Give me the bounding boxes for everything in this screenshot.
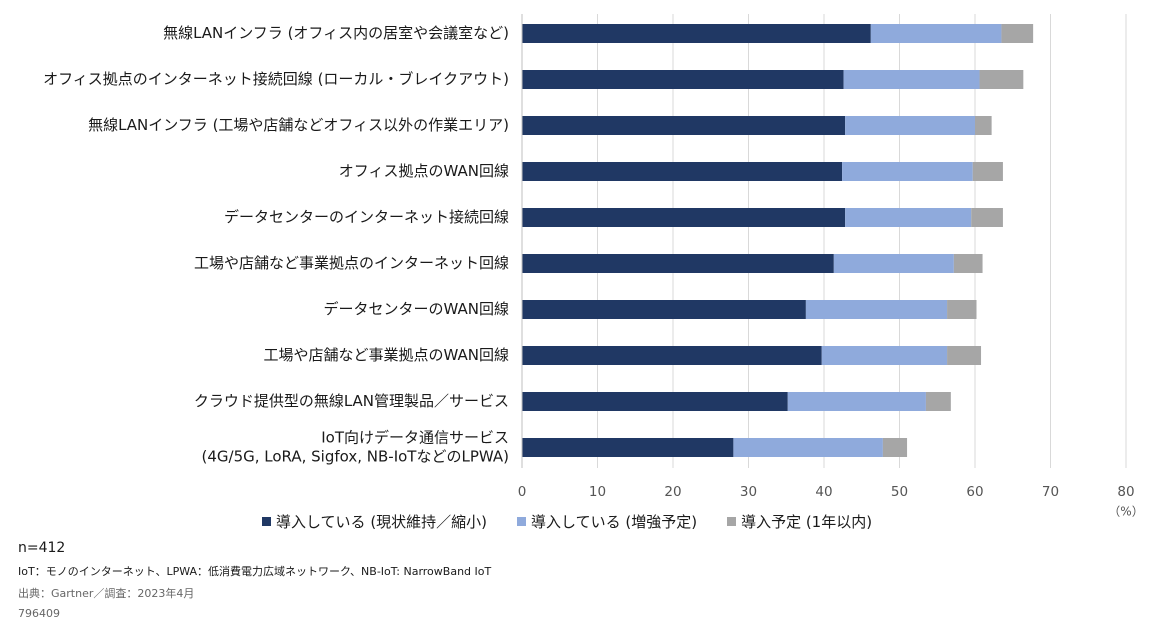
x-tick-label-80: 80 xyxy=(1117,484,1134,500)
bar-planned-0 xyxy=(1001,24,1034,43)
bar-expand-6 xyxy=(805,300,948,319)
bar-expand-2 xyxy=(845,116,975,135)
bar-maintain-8 xyxy=(522,392,788,411)
legend-swatch-planned xyxy=(727,517,737,526)
sample-size: n=412 xyxy=(18,540,66,556)
category-label-0: 無線LANインフラ (オフィス内の居室や会議室など) xyxy=(163,24,509,42)
bar-planned-4 xyxy=(971,208,1003,227)
bar-maintain-3 xyxy=(522,162,843,181)
x-tick-label-30: 30 xyxy=(740,484,757,500)
bar-expand-9 xyxy=(733,438,883,457)
bar-maintain-0 xyxy=(522,24,871,43)
category-label-4: データセンターのインターネット接続回線 xyxy=(224,208,509,226)
footnote: IoT：モノのインターネット、LPWA：低消費電力広域ネットワーク、NB-IoT… xyxy=(18,565,492,578)
bar-expand-8 xyxy=(787,392,926,411)
x-tick-label-50: 50 xyxy=(891,484,908,500)
legend-label-planned: 導入予定 (1年以内) xyxy=(741,513,873,531)
bar-expand-1 xyxy=(843,70,980,89)
category-label-9-1: (4G/5G, LoRA, Sigfox, NB-IoTなどのLPWA) xyxy=(202,448,510,466)
legend-swatch-expand xyxy=(517,517,527,526)
bar-expand-7 xyxy=(821,346,948,365)
bar-planned-2 xyxy=(975,116,992,135)
legend-item-maintain: 導入している (現状維持／縮小) xyxy=(262,511,487,532)
bar-maintain-1 xyxy=(522,70,844,89)
bar-planned-9 xyxy=(882,438,908,457)
category-label-2: 無線LANインフラ (工場や店舗などオフィス以外の作業エリア) xyxy=(88,116,509,134)
source-note: 出典：Gartner／調査：2023年4月 xyxy=(18,587,195,600)
category-label-8: クラウド提供型の無線LAN管理製品／サービス xyxy=(194,392,509,410)
bar-planned-6 xyxy=(947,300,977,319)
x-tick-label-40: 40 xyxy=(815,484,832,500)
category-label-1: オフィス拠点のインターネット接続回線 (ローカル・ブレイクアウト) xyxy=(43,70,509,88)
category-label-6: データセンターのWAN回線 xyxy=(324,300,510,318)
category-label-5: 工場や店舗など事業拠点のインターネット回線 xyxy=(194,254,509,272)
legend-item-expand: 導入している (増強予定) xyxy=(517,511,697,532)
x-tick-label-60: 60 xyxy=(966,484,983,500)
bar-maintain-4 xyxy=(522,208,846,227)
category-label-7: 工場や店舗など事業拠点のWAN回線 xyxy=(264,346,510,364)
bar-expand-0 xyxy=(870,24,1002,43)
bar-maintain-9 xyxy=(522,438,734,457)
bar-planned-8 xyxy=(925,392,951,411)
x-tick-label-10: 10 xyxy=(589,484,606,500)
legend-swatch-maintain xyxy=(262,517,271,526)
figure-id: 796409 xyxy=(18,607,60,620)
category-label-3: オフィス拠点のWAN回線 xyxy=(339,162,509,180)
x-axis-unit: （%） xyxy=(1108,505,1143,519)
bar-expand-4 xyxy=(845,208,972,227)
bar-maintain-7 xyxy=(522,346,822,365)
bar-planned-1 xyxy=(979,70,1024,89)
bar-expand-5 xyxy=(833,254,954,273)
x-tick-label-70: 70 xyxy=(1042,484,1059,500)
x-tick-label-20: 20 xyxy=(664,484,681,500)
legend: 導入している (現状維持／縮小) 導入している (増強予定) 導入予定 (1年以… xyxy=(262,511,872,532)
bar-planned-7 xyxy=(947,346,982,365)
legend-item-planned: 導入予定 (1年以内) xyxy=(727,511,872,532)
bar-maintain-6 xyxy=(522,300,806,319)
legend-label-maintain: 導入している (現状維持／縮小) xyxy=(276,513,488,531)
category-label-9-0: IoT向けデータ通信サービス xyxy=(321,429,509,447)
legend-label-expand: 導入している (増強予定) xyxy=(531,513,698,531)
bar-maintain-2 xyxy=(522,116,846,135)
x-tick-label-0: 0 xyxy=(518,484,527,500)
bar-planned-5 xyxy=(953,254,983,273)
bar-planned-3 xyxy=(972,162,1003,181)
bar-maintain-5 xyxy=(522,254,834,273)
bar-expand-3 xyxy=(842,162,973,181)
